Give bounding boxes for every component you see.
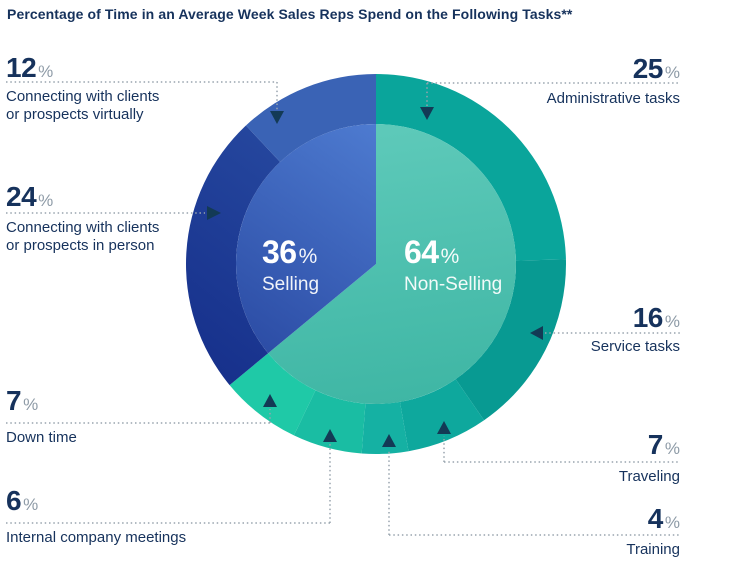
non-selling-name: Non-Selling — [404, 274, 503, 295]
selling-name: Selling — [262, 274, 320, 295]
callout-value-row: 6% — [6, 487, 186, 515]
ring-segment-service — [455, 259, 566, 421]
callout-label: Connecting with clients or prospects in p… — [6, 219, 159, 255]
label-line-1: Connecting with clients — [6, 88, 160, 105]
chart-title: Percentage of Time in an Average Week Sa… — [7, 6, 573, 22]
callout-number: 7 — [6, 385, 22, 416]
callout-number: 4 — [647, 503, 664, 534]
selling-number: 36 — [262, 234, 297, 270]
callout-value-row: 7% — [619, 431, 680, 459]
callout-connectors — [6, 81, 682, 536]
callout-value-row: 7% — [6, 387, 77, 415]
non-selling-value: 64% — [404, 234, 502, 272]
callout-label: Traveling — [619, 468, 680, 486]
arrow-in-person — [207, 206, 221, 220]
ring-segment-traveling — [399, 379, 485, 452]
ring-segment-virtually — [245, 74, 376, 162]
callout-value-row: 24% — [6, 183, 159, 211]
inner-segment-selling — [236, 124, 376, 354]
label-line-1: Administrative tasks — [546, 90, 680, 107]
percent-sign: % — [664, 312, 680, 331]
callout-value-row: 12% — [6, 54, 159, 82]
callout-label: Connecting with clients or prospects virt… — [6, 88, 159, 124]
callout-number: 25 — [632, 53, 664, 84]
percent-sign: % — [298, 245, 318, 268]
outer-ring-segments — [186, 74, 566, 454]
callout-virtually: 12% Connecting with clients or prospects … — [6, 54, 159, 124]
percent-sign: % — [38, 191, 54, 210]
label-line-1: Connecting with clients — [6, 219, 160, 236]
callout-down-time: 7% Down time — [6, 387, 77, 447]
callout-number: 6 — [6, 485, 22, 516]
callout-internal-meetings: 6% Internal company meetings — [6, 487, 186, 547]
arrow-training — [382, 434, 396, 447]
arrow-traveling — [437, 421, 451, 434]
label-line-2: or prospects virtually — [6, 106, 144, 123]
ring-segment-internal-meetings — [293, 390, 366, 454]
callout-number: 16 — [632, 302, 664, 333]
selling-value: 36% — [262, 234, 319, 272]
arrow-service — [530, 326, 543, 340]
percent-sign: % — [23, 495, 39, 514]
callout-traveling: 7% Traveling — [619, 431, 680, 486]
percent-sign: % — [440, 245, 460, 268]
arrow-down-time — [263, 394, 277, 407]
callout-value-row: 16% — [591, 304, 680, 332]
inner-label-non-selling: 64% Non-Selling — [404, 234, 503, 296]
arrow-internal-meetings — [323, 429, 337, 442]
percent-sign: % — [664, 439, 680, 458]
label-line-1: Down time — [6, 429, 77, 446]
ring-segment-in-person — [186, 125, 281, 386]
callout-label: Internal company meetings — [6, 529, 186, 547]
callout-number: 24 — [6, 181, 37, 212]
callout-administrative: 25% Administrative tasks — [547, 55, 680, 108]
ring-segment-administrative — [376, 74, 566, 261]
callout-label: Training — [626, 541, 680, 559]
callout-value-row: 25% — [547, 55, 680, 83]
callout-training: 4% Training — [626, 505, 680, 559]
arrow-administrative — [420, 107, 434, 120]
label-line-2: or prospects in person — [6, 237, 155, 254]
label-line-1: Traveling — [618, 468, 680, 485]
label-line-1: Service tasks — [590, 338, 680, 355]
callout-value-row: 4% — [626, 505, 680, 533]
inner-pie-segments — [236, 123, 517, 404]
label-line-1: Training — [626, 541, 680, 558]
arrow-virtually — [270, 111, 284, 124]
label-line-1: Internal company meetings — [6, 529, 187, 546]
percent-sign: % — [23, 395, 39, 414]
callout-number: 7 — [647, 429, 664, 460]
non-selling-number: 64 — [404, 234, 439, 270]
callout-service: 16% Service tasks — [591, 304, 680, 356]
callout-number: 12 — [6, 52, 37, 83]
inner-label-selling: 36% Selling — [262, 234, 320, 296]
inner-segment-non-selling — [268, 123, 517, 404]
percent-sign: % — [38, 62, 54, 81]
percent-sign: % — [664, 63, 680, 82]
callout-label: Administrative tasks — [547, 90, 680, 108]
ring-segment-training — [361, 401, 409, 454]
callout-label: Down time — [6, 429, 77, 447]
percent-sign: % — [664, 513, 680, 532]
ring-segment-down-time — [229, 353, 316, 436]
callout-in-person: 24% Connecting with clients or prospects … — [6, 183, 159, 255]
callout-label: Service tasks — [591, 338, 680, 356]
